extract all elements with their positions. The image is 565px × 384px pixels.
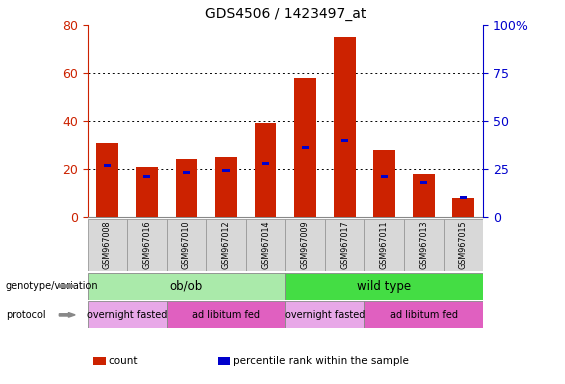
Bar	[144, 175, 150, 178]
Text: GSM967012: GSM967012	[221, 220, 231, 269]
Text: GSM967010: GSM967010	[182, 220, 191, 269]
Bar	[285, 301, 364, 328]
Bar	[88, 301, 167, 328]
Text: GSM967015: GSM967015	[459, 220, 468, 269]
Bar	[88, 273, 285, 300]
Text: GSM967013: GSM967013	[419, 220, 428, 269]
Bar	[420, 181, 427, 184]
Bar	[381, 175, 388, 178]
Bar	[373, 150, 395, 217]
Bar	[246, 219, 285, 271]
Bar	[88, 219, 127, 271]
Bar	[285, 219, 325, 271]
Text: overnight fasted: overnight fasted	[87, 310, 167, 320]
Bar	[413, 174, 434, 217]
Bar	[364, 301, 483, 328]
Text: wild type: wild type	[357, 280, 411, 293]
Title: GDS4506 / 1423497_at: GDS4506 / 1423497_at	[205, 7, 366, 21]
Bar	[223, 169, 229, 172]
Text: genotype/variation: genotype/variation	[6, 281, 98, 291]
Bar	[334, 37, 355, 217]
Text: overnight fasted: overnight fasted	[285, 310, 365, 320]
Bar	[167, 219, 206, 271]
Bar	[404, 219, 444, 271]
Text: GSM967016: GSM967016	[142, 220, 151, 269]
Text: GSM967011: GSM967011	[380, 220, 389, 269]
Bar	[127, 219, 167, 271]
Text: GSM967009: GSM967009	[301, 220, 310, 269]
Text: GSM967014: GSM967014	[261, 220, 270, 269]
Bar	[294, 78, 316, 217]
Bar	[341, 139, 348, 142]
Bar	[285, 273, 483, 300]
Bar	[104, 164, 111, 167]
Text: GSM967017: GSM967017	[340, 220, 349, 269]
Bar	[444, 219, 483, 271]
Text: ad libitum fed: ad libitum fed	[192, 310, 260, 320]
Bar	[176, 159, 197, 217]
Bar	[206, 219, 246, 271]
Bar	[262, 162, 269, 165]
Bar	[167, 301, 285, 328]
Bar	[302, 146, 308, 149]
Bar	[460, 196, 467, 199]
Bar	[453, 198, 474, 217]
Text: GSM967008: GSM967008	[103, 220, 112, 269]
Bar	[364, 219, 404, 271]
Bar	[325, 219, 364, 271]
Text: ob/ob: ob/ob	[170, 280, 203, 293]
Text: protocol: protocol	[6, 310, 45, 320]
Bar	[183, 171, 190, 174]
Bar	[215, 157, 237, 217]
Bar	[136, 167, 158, 217]
Text: count: count	[108, 356, 138, 366]
Bar	[97, 142, 118, 217]
Text: ad libitum fed: ad libitum fed	[390, 310, 458, 320]
Bar	[255, 123, 276, 217]
Text: percentile rank within the sample: percentile rank within the sample	[233, 356, 408, 366]
